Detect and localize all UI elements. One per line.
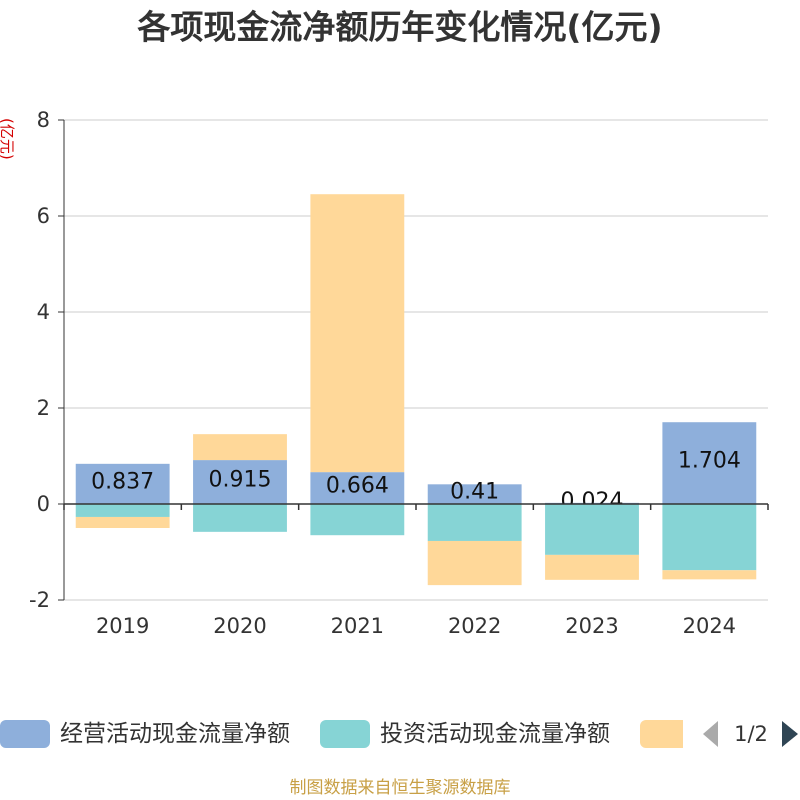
- legend-swatch: [320, 720, 370, 748]
- legend-page-indicator: 1/2: [734, 722, 768, 746]
- legend-label: 投资活动现金流量净额: [380, 721, 610, 747]
- y-tick-label: 2: [37, 396, 50, 420]
- data-label-operating-cash-flow-2022: 0.41: [450, 480, 499, 505]
- bar-series-3-2021[interactable]: [310, 194, 405, 473]
- data-label-operating-cash-flow-2021: 0.664: [326, 474, 389, 499]
- series-series-3: [75, 194, 757, 586]
- bar-series-3-2022[interactable]: [427, 540, 522, 586]
- triangle-right-icon[interactable]: [782, 721, 798, 747]
- bar-operating-cash-flow-2022[interactable]: [427, 484, 522, 504]
- bar-series-3-2020[interactable]: [193, 434, 287, 461]
- bar-series-3-2019[interactable]: [75, 516, 170, 528]
- y-axis: -2 0 2 4 6 8: [29, 108, 65, 612]
- grid-lines: [64, 119, 768, 601]
- x-tick-label: 2023: [565, 614, 618, 638]
- bar-series-3-2023[interactable]: [545, 554, 639, 580]
- bar-investing-cash-flow-2020[interactable]: [193, 504, 287, 532]
- source-footer: 制图数据来自恒生聚源数据库: [290, 778, 511, 798]
- data-label-operating-cash-flow-2024: 1.704: [678, 449, 741, 474]
- x-tick-label: 2022: [448, 614, 501, 638]
- legend-item-series-3[interactable]: [640, 720, 690, 748]
- legend-swatch: [0, 720, 50, 748]
- bar-operating-cash-flow-2019[interactable]: [75, 463, 170, 504]
- bar-investing-cash-flow-2021[interactable]: [310, 504, 405, 536]
- bar-operating-cash-flow-2024[interactable]: [662, 422, 757, 504]
- legend-swatch: [640, 720, 683, 748]
- legend-items: 经营活动现金流量净额 投资活动现金流量净额: [0, 720, 690, 748]
- x-axis: 2019 2020 2021 2022 2023 2024: [63, 503, 769, 638]
- bar-investing-cash-flow-2019[interactable]: [75, 504, 170, 517]
- x-tick-label: 2019: [96, 614, 149, 638]
- bar-investing-cash-flow-2024[interactable]: [662, 504, 757, 571]
- legend: 经营活动现金流量净额 投资活动现金流量净额 1/2: [0, 720, 798, 748]
- bar-operating-cash-flow-2021[interactable]: [310, 472, 405, 504]
- legend-item-operating-cash-flow[interactable]: 经营活动现金流量净额: [0, 720, 290, 748]
- series-investing-cash-flow: [75, 504, 757, 571]
- bar-investing-cash-flow-2023[interactable]: [545, 504, 639, 555]
- bar-series-3-2024[interactable]: [662, 570, 757, 580]
- legend-label: 经营活动现金流量净额: [60, 721, 290, 747]
- x-tick-label: 2021: [331, 614, 384, 638]
- bar-operating-cash-flow-2020[interactable]: [193, 460, 287, 504]
- y-tick-label: 4: [37, 300, 50, 324]
- y-tick-label: -2: [29, 588, 50, 612]
- y-tick-label: 0: [37, 492, 50, 516]
- y-tick-label: 6: [37, 204, 50, 228]
- bar-investing-cash-flow-2022[interactable]: [427, 504, 522, 541]
- data-label-operating-cash-flow-2020: 0.915: [209, 468, 272, 493]
- x-tick-label: 2024: [683, 614, 736, 638]
- y-axis-unit-label: (亿元): [0, 118, 16, 160]
- x-tick-label: 2020: [213, 614, 266, 638]
- legend-item-investing-cash-flow[interactable]: 投资活动现金流量净额: [320, 720, 610, 748]
- triangle-left-icon[interactable]: [703, 721, 718, 747]
- data-label-operating-cash-flow-2019: 0.837: [91, 469, 154, 494]
- chart-title: 各项现金流净额历年变化情况(亿元): [136, 8, 662, 47]
- legend-pager: 1/2: [703, 721, 798, 747]
- y-tick-label: 8: [37, 108, 50, 132]
